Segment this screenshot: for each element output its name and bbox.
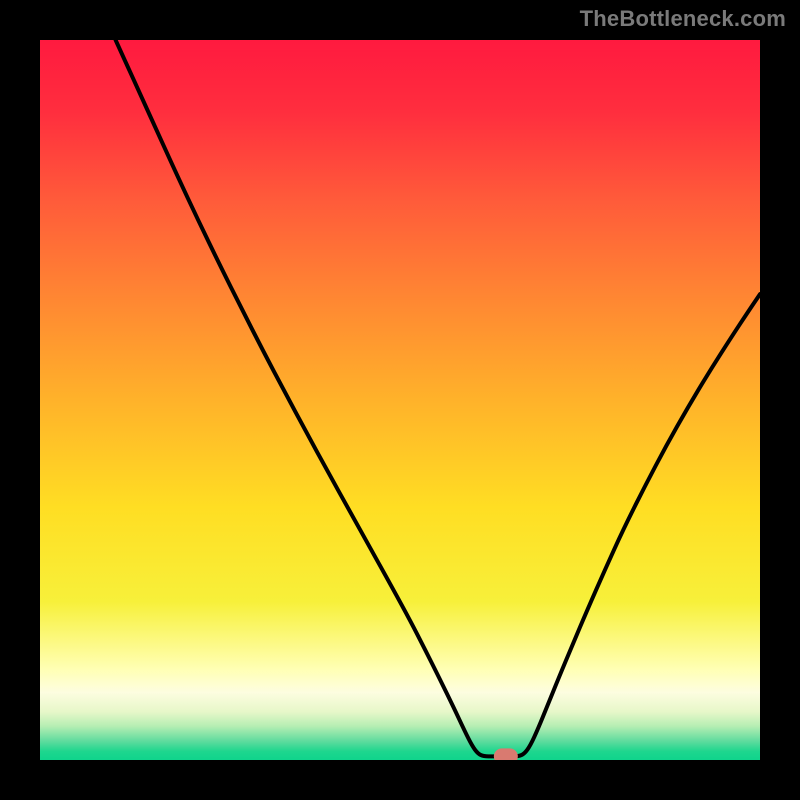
- chart-gradient-background: [40, 40, 760, 760]
- source-watermark: TheBottleneck.com: [580, 6, 786, 32]
- bottleneck-chart: TheBottleneck.com: [0, 0, 800, 800]
- chart-canvas: [0, 0, 800, 800]
